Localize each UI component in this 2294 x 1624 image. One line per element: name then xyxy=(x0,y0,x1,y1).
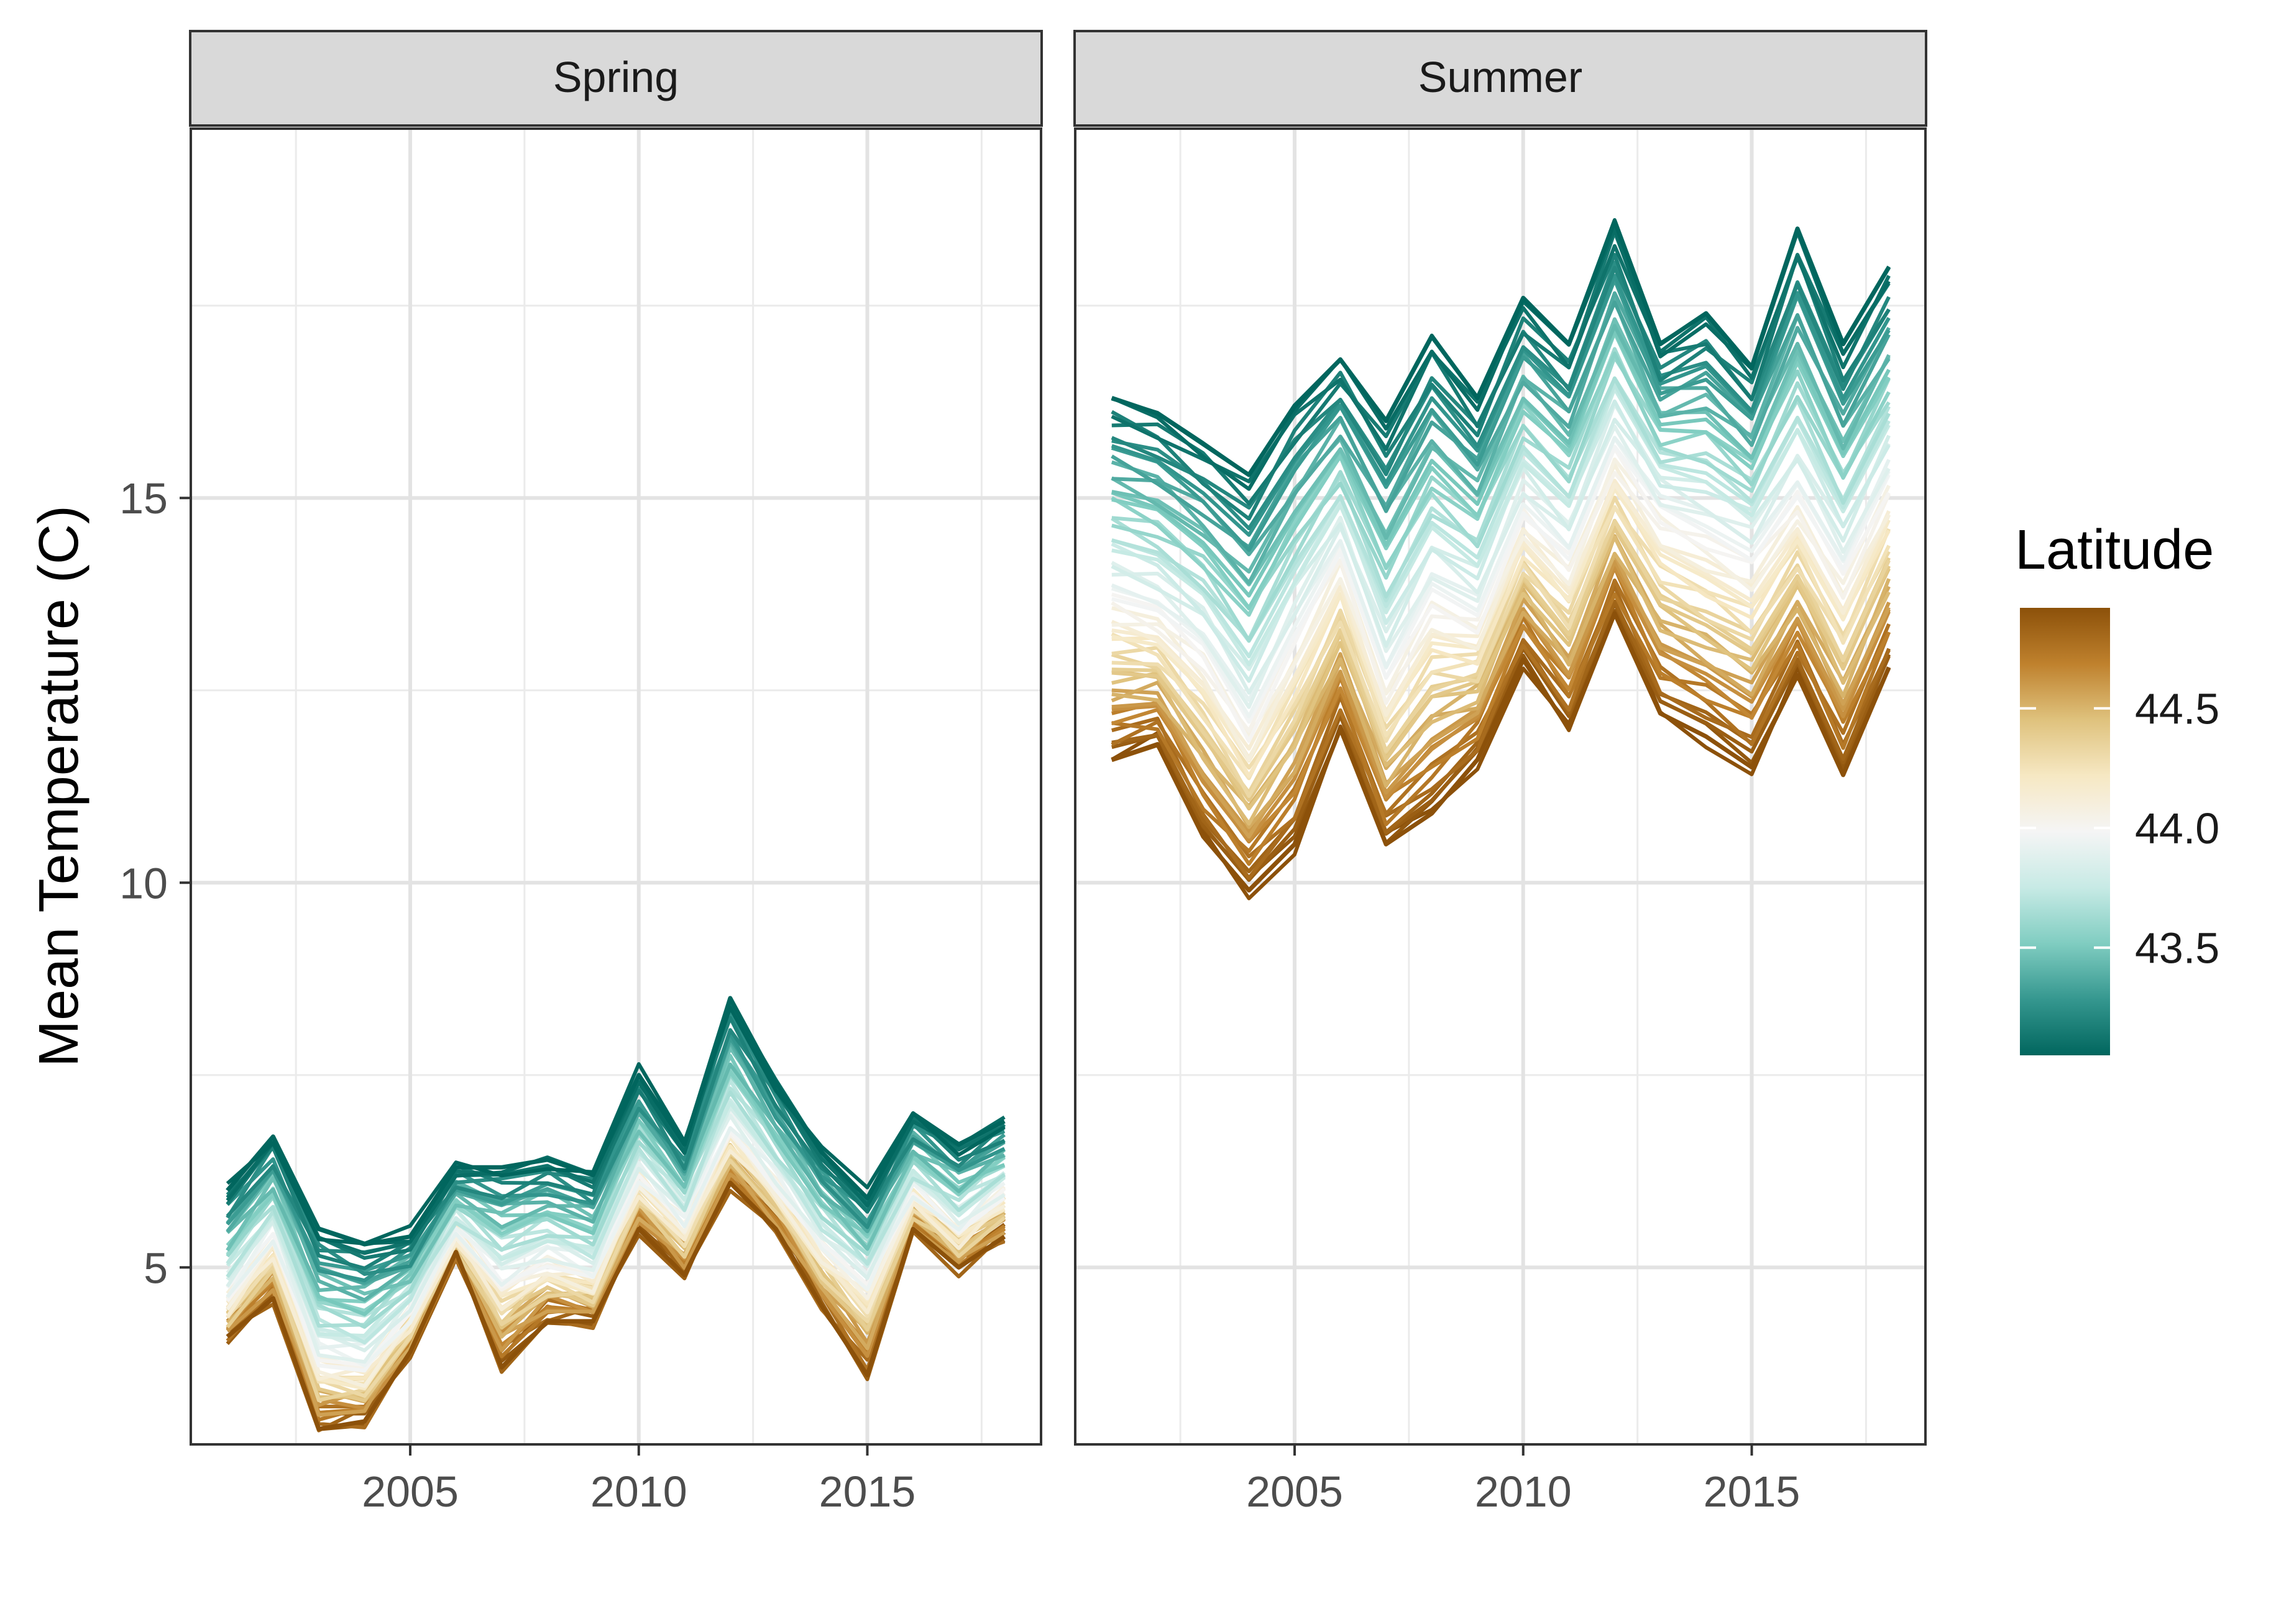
panel-spring: Spring 2005 2010 2015 5 10 15 xyxy=(119,30,1043,1516)
facet-strip-spring xyxy=(189,30,1043,127)
legend-colorbar xyxy=(2020,608,2110,1055)
series-line xyxy=(226,996,1006,1247)
legend-tick-label: 44.5 xyxy=(2135,685,2219,733)
series-line xyxy=(1111,219,1891,477)
series-line xyxy=(1111,399,1891,683)
series-line xyxy=(226,1009,1006,1276)
series-line xyxy=(1111,444,1891,724)
series-line xyxy=(1111,260,1891,531)
series-line xyxy=(1111,230,1891,506)
panel-border-spring xyxy=(190,127,1042,1446)
series-line xyxy=(1111,331,1891,610)
x-tick-label: 2010 xyxy=(590,1467,687,1516)
facet-label-summer: Summer xyxy=(1418,53,1582,101)
series-line xyxy=(1111,584,1891,880)
y-tick-label: 15 xyxy=(119,474,168,523)
legend: Latitude 43.5 44.0 44.5 xyxy=(2015,519,2219,1055)
series-lines-summer xyxy=(1111,218,1891,901)
panel-border-summer xyxy=(1074,127,1927,1446)
facet-strip-summer xyxy=(1073,30,1927,127)
legend-tick-label: 43.5 xyxy=(2135,924,2219,973)
x-axis-summer: 2005 2010 2015 xyxy=(1246,1444,1800,1516)
panel-summer: Summer 2005 2010 2015 xyxy=(1073,30,1927,1516)
series-line xyxy=(1111,553,1891,839)
series-line xyxy=(1111,611,1891,893)
legend-title: Latitude xyxy=(2015,519,2214,581)
series-line xyxy=(1111,462,1891,762)
series-line xyxy=(226,1078,1006,1345)
series-line xyxy=(226,1154,1006,1410)
series-line xyxy=(226,1099,1006,1352)
series-line xyxy=(1111,522,1891,811)
x-tick-label: 2010 xyxy=(1475,1467,1572,1516)
legend-tick-label: 44.0 xyxy=(2135,804,2219,853)
series-lines-spring xyxy=(226,996,1006,1433)
legend-ticks: 43.5 44.0 44.5 xyxy=(2020,685,2219,973)
series-line xyxy=(1111,387,1891,667)
x-axis-spring: 2005 2010 2015 xyxy=(362,1444,915,1516)
facet-label-spring: Spring xyxy=(553,53,679,101)
x-tick-label: 2015 xyxy=(819,1467,916,1516)
series-line xyxy=(1111,436,1891,718)
series-line xyxy=(1111,291,1891,556)
series-line xyxy=(226,1046,1006,1296)
y-tick-label: 5 xyxy=(144,1244,168,1292)
series-line xyxy=(226,1180,1006,1431)
series-line xyxy=(226,1004,1006,1260)
x-tick-label: 2005 xyxy=(362,1467,459,1516)
y-axis-spring: 5 10 15 xyxy=(119,474,191,1292)
series-line xyxy=(1111,401,1891,695)
series-line xyxy=(1111,482,1891,778)
series-line xyxy=(1111,298,1891,585)
y-tick-label: 10 xyxy=(119,859,168,907)
x-tick-label: 2005 xyxy=(1246,1467,1343,1516)
y-axis-title: Mean Temperature (C) xyxy=(28,505,90,1067)
x-tick-label: 2015 xyxy=(1704,1467,1801,1516)
